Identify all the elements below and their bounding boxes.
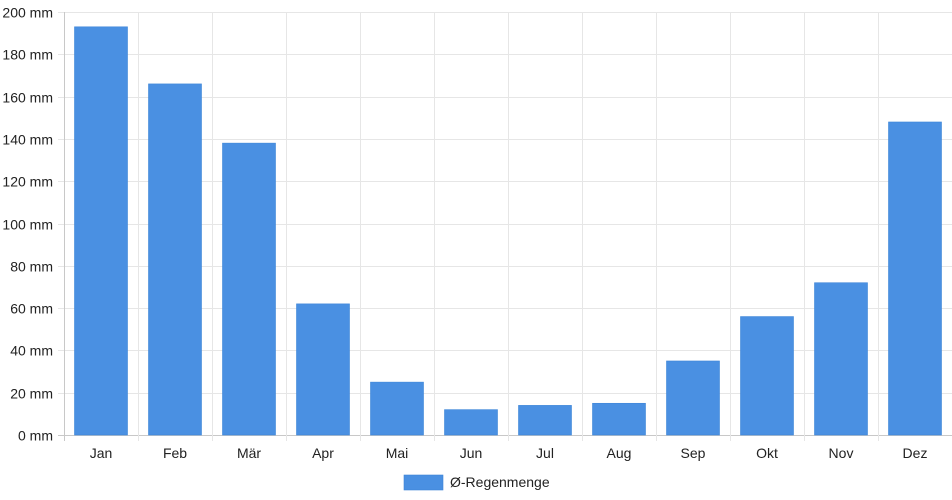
x-tick-label: Feb [163, 445, 187, 461]
bar-Jul[interactable] [518, 405, 572, 436]
y-tick-label: 100 mm [2, 217, 53, 233]
legend-label: Ø-Regenmenge [450, 474, 550, 490]
bar-Okt[interactable] [740, 316, 794, 436]
bar-series [74, 26, 942, 436]
bar-Dez[interactable] [888, 121, 942, 436]
x-tick-label: Jul [536, 445, 554, 461]
bar-Apr[interactable] [296, 303, 350, 436]
x-tick-label: Jun [460, 445, 483, 461]
bar-Mai[interactable] [370, 381, 424, 436]
chart-grid [58, 12, 952, 441]
x-tick-label: Okt [756, 445, 778, 461]
bar-Feb[interactable] [148, 83, 202, 436]
y-tick-label: 160 mm [2, 90, 53, 106]
x-tick-label: Aug [607, 445, 632, 461]
y-tick-label: 0 mm [18, 428, 53, 444]
y-tick-label: 120 mm [2, 174, 53, 190]
x-tick-label: Apr [312, 445, 334, 461]
x-tick-label: Mai [386, 445, 409, 461]
y-tick-label: 200 mm [2, 5, 53, 21]
y-tick-label: 140 mm [2, 132, 53, 148]
x-tick-label: Nov [829, 445, 854, 461]
y-axis: 0 mm 20 mm 40 mm 60 mm 80 mm 100 mm 120 mm 140 … [2, 5, 53, 444]
bar-Aug[interactable] [592, 402, 646, 436]
y-tick-label: 20 mm [10, 386, 53, 402]
bar-Sep[interactable] [666, 360, 720, 436]
bar-Jun[interactable] [444, 409, 498, 436]
y-tick-label: 180 mm [2, 47, 53, 63]
y-tick-label: 80 mm [10, 259, 53, 275]
y-tick-label: 40 mm [10, 343, 53, 359]
bar-Jan[interactable] [74, 26, 128, 436]
chart-legend[interactable]: Ø-Regenmenge [403, 474, 550, 491]
bar-Nov[interactable] [814, 282, 868, 436]
x-tick-label: Dez [903, 445, 928, 461]
legend-swatch [403, 474, 444, 491]
x-axis: Jan Feb Mär Apr Mai Jun Jul Aug Sep Okt Nov Dez [90, 445, 928, 461]
x-tick-label: Sep [681, 445, 706, 461]
x-tick-label: Jan [90, 445, 113, 461]
bar-Mär[interactable] [222, 142, 276, 436]
x-tick-label: Mär [237, 445, 261, 461]
y-tick-label: 60 mm [10, 301, 53, 317]
